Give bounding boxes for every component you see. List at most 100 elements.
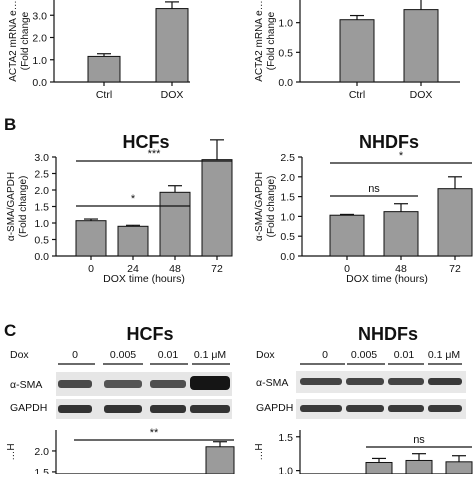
y-axis-label: ACTA2 mRNA e… — [254, 0, 265, 82]
significance-label: ns — [368, 183, 380, 195]
bar — [445, 461, 473, 475]
y-tick-label: 0.0 — [280, 251, 295, 263]
significance-label: * — [399, 150, 404, 162]
blot-band — [104, 405, 142, 413]
bar — [201, 159, 233, 257]
panel-label-b: B — [4, 115, 16, 134]
chart-c-left: 1.5 2.0 …H ** — [6, 427, 235, 479]
bar — [329, 214, 365, 257]
x-tick-label: 24 — [127, 263, 139, 275]
y-axis-label: ACTA2 mRNA e… — [8, 0, 19, 82]
y-tick-label: 1.5 — [34, 202, 49, 214]
blot-band — [300, 378, 342, 385]
blot-band — [428, 378, 462, 385]
bar — [365, 461, 393, 475]
chart-title: HCFs — [122, 132, 169, 152]
y-axis-label-units: (Fold change) — [266, 176, 277, 238]
y-tick-label: 0.0 — [278, 77, 293, 89]
blot-dose-label: 0 — [72, 349, 78, 361]
chart-b-left: 0.0 0.5 1.0 1.5 2.0 2.5 3.0 α-SMA/GAPDH (Fold ch… — [6, 132, 233, 285]
y-tick-label: 0.5 — [278, 47, 293, 59]
y-tick-label: 0.0 — [34, 251, 49, 263]
blot-band — [190, 376, 230, 390]
chart-a-right: 0.0 0.5 1.0 ACTA2 mRNA e… (Fold change Ctrl DO… — [254, 0, 460, 101]
x-tick-label: 72 — [211, 263, 223, 275]
bar — [117, 225, 149, 257]
x-axis-label: DOX time (hours) — [346, 273, 428, 285]
y-axis-label-units: (Fold change) — [18, 176, 29, 238]
blot-band — [58, 405, 92, 413]
blot-band — [150, 380, 186, 388]
blot-nhdfs: NHDFs Dox 0 0.005 0.01 0.1 μM α-SMA GAPD… — [256, 324, 466, 419]
x-tick-label: Ctrl — [96, 89, 112, 101]
blot-title-hcfs: HCFs — [126, 324, 173, 344]
significance-label: ** — [150, 427, 159, 439]
blot-band — [58, 380, 92, 388]
y-tick-label: 2.0 — [34, 446, 49, 458]
significance-label: * — [131, 193, 136, 205]
significance-label: *** — [148, 148, 162, 160]
x-tick-label: 48 — [395, 263, 407, 275]
blot-band — [388, 378, 424, 385]
blot-membrane — [56, 399, 232, 419]
blot-band — [150, 405, 186, 413]
y-tick-label: 0.5 — [280, 231, 295, 243]
blot-row-label-gapdh: GAPDH — [10, 402, 47, 414]
chart-a-left: 0.0 1.0 2.0 3.0 ACTA2 mRNA e… (Fold change Ctr… — [8, 0, 190, 101]
blot-row-label-sma: α-SMA — [10, 379, 42, 391]
y-tick-label: 3.0 — [32, 10, 47, 22]
blot-band — [428, 405, 462, 412]
blot-dox-label: Dox — [256, 349, 275, 361]
blot-band — [388, 405, 424, 412]
y-tick-label: 0.0 — [32, 77, 47, 89]
x-tick-label: 0 — [344, 263, 350, 275]
y-axis-label-units: (Fold change — [266, 11, 277, 70]
significance-label: ns — [413, 434, 425, 446]
y-tick-label: 1.0 — [278, 18, 293, 30]
bar — [405, 459, 433, 475]
chart-title: NHDFs — [359, 132, 419, 152]
blot-dose-label: 0.01 — [394, 349, 415, 361]
blot-band — [190, 405, 230, 413]
blot-band — [300, 405, 342, 412]
blot-band — [346, 378, 384, 385]
x-tick-label: 72 — [449, 263, 461, 275]
y-tick-label: 2.0 — [280, 172, 295, 184]
blot-dose-label: 0.005 — [351, 349, 377, 361]
bar — [383, 211, 419, 257]
y-tick-label: 1.0 — [34, 218, 49, 230]
blot-row-label-gapdh: GAPDH — [256, 402, 293, 414]
bar — [437, 188, 473, 257]
blot-dose-label: 0.1 μM — [194, 349, 226, 361]
bar — [155, 8, 189, 83]
bar — [205, 446, 235, 475]
bar — [75, 220, 107, 257]
y-axis-label: …H — [254, 443, 265, 460]
panel-label-c: C — [4, 321, 16, 340]
y-tick-label: 1.5 — [34, 467, 49, 474]
y-tick-label: 2.5 — [280, 152, 295, 164]
x-tick-label: DOX — [161, 89, 184, 101]
y-axis-label-units: (Fold change — [20, 11, 31, 70]
x-tick-label: 48 — [169, 263, 181, 275]
bar — [87, 55, 121, 83]
y-axis-label: α-SMA/GAPDH — [6, 172, 17, 241]
chart-c-right: 1.0 1.5 …H ns — [254, 430, 473, 478]
blot-hcfs: HCFs Dox 0 0.005 0.01 0.1 μM α-SMA GAPDH — [10, 324, 232, 419]
bar — [159, 191, 191, 257]
x-tick-label: 0 — [88, 263, 94, 275]
x-axis-label: DOX time (hours) — [103, 273, 185, 285]
blot-band — [104, 380, 142, 388]
y-axis-label: …H — [6, 443, 17, 460]
blot-dose-label: 0.01 — [158, 349, 179, 361]
blot-dose-label: 0.1 μM — [428, 349, 460, 361]
y-tick-label: 1.0 — [32, 55, 47, 67]
y-axis-label: α-SMA/GAPDH — [254, 172, 265, 241]
y-tick-label: 1.0 — [280, 211, 295, 223]
y-tick-label: 1.5 — [280, 192, 295, 204]
blot-title-nhdfs: NHDFs — [358, 324, 418, 344]
bar — [339, 19, 375, 83]
blot-band — [346, 405, 384, 412]
y-tick-label: 3.0 — [34, 152, 49, 164]
